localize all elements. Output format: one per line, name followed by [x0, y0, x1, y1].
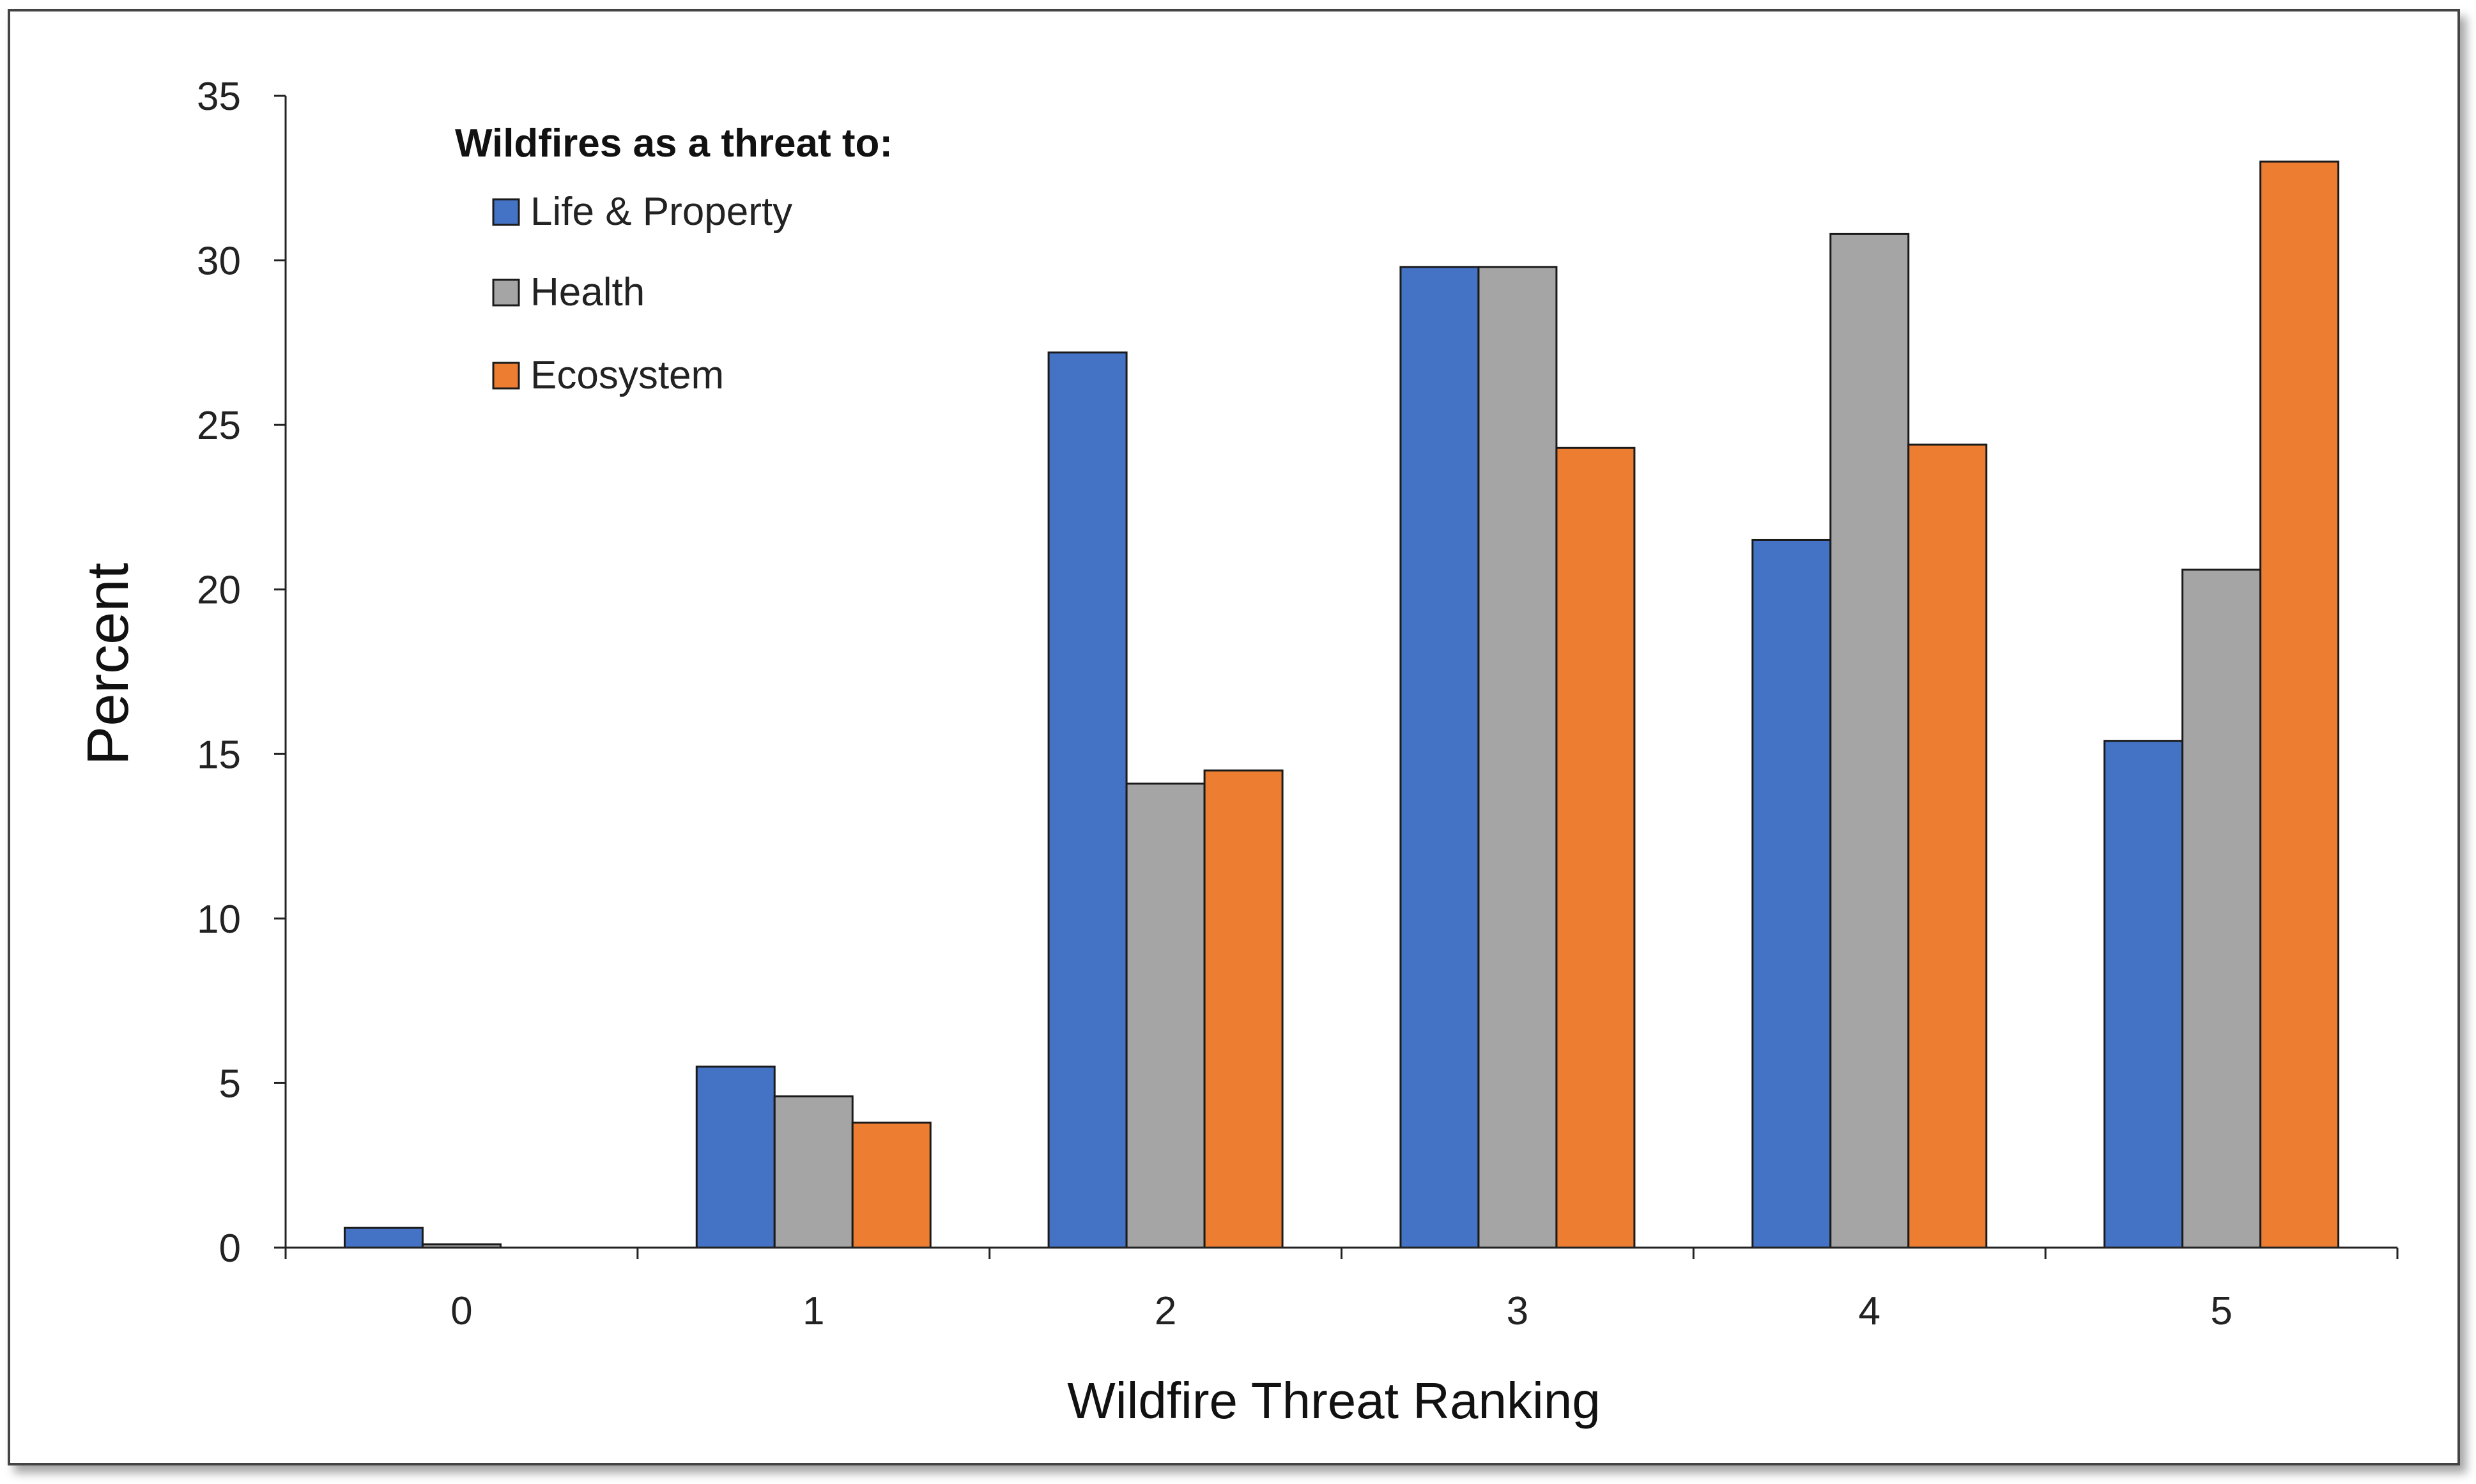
bar-life-property-1 — [695, 1066, 776, 1249]
legend-title: Wildfires as a threat to: — [455, 121, 893, 165]
x-tick-label-5: 5 — [2210, 1289, 2232, 1333]
x-axis-title: Wildfire Threat Ranking — [1067, 1372, 1600, 1429]
legend-swatch-life-property — [492, 198, 520, 226]
legend-label-ecosystem: Ecosystem — [530, 353, 724, 397]
bar-life-property-0 — [343, 1227, 424, 1249]
legend-label-life-property: Life & Property — [530, 190, 792, 234]
y-tick-label-5: 5 — [219, 1062, 241, 1106]
x-tick-label-0: 0 — [450, 1289, 472, 1333]
y-tick-label-35: 35 — [197, 75, 241, 119]
bar-ecosystem-5 — [2259, 160, 2340, 1249]
legend-swatch-health — [492, 279, 520, 307]
y-axis-title: Percent — [75, 563, 141, 765]
y-tick-label-0: 0 — [219, 1227, 241, 1271]
y-tick-label-20: 20 — [197, 569, 241, 613]
bar-health-2 — [1125, 783, 1206, 1249]
bar-ecosystem-1 — [851, 1121, 932, 1249]
legend-swatch-ecosystem — [492, 362, 520, 390]
bar-life-property-2 — [1047, 351, 1128, 1249]
bar-health-4 — [1829, 233, 1910, 1249]
bar-health-1 — [773, 1095, 854, 1249]
bar-life-property-5 — [2103, 740, 2184, 1249]
bar-ecosystem-4 — [1907, 443, 1988, 1249]
y-tick-label-15: 15 — [197, 733, 241, 777]
x-tick-label-3: 3 — [1507, 1289, 1528, 1333]
y-tick-label-30: 30 — [197, 240, 241, 284]
y-tick-label-25: 25 — [197, 404, 241, 448]
bar-health-5 — [2181, 569, 2262, 1249]
x-tick-label-1: 1 — [803, 1289, 824, 1333]
bars-layer — [343, 160, 2340, 1249]
bar-ecosystem-2 — [1203, 769, 1284, 1249]
axes-layer: 0 5 10 15 20 25 30 35 0 1 2 3 4 5 Wildfire Threat Rank… — [75, 75, 2399, 1429]
bar-health-3 — [1477, 266, 1558, 1249]
bar-ecosystem-3 — [1555, 447, 1636, 1249]
bar-life-property-3 — [1399, 266, 1480, 1249]
x-tick-label-4: 4 — [1859, 1289, 1880, 1333]
y-tick-label-10: 10 — [197, 898, 241, 942]
legend-label-health: Health — [530, 270, 645, 314]
legend: Wildfires as a threat to: Life & Property… — [455, 121, 893, 397]
bar-life-property-4 — [1751, 539, 1832, 1249]
x-tick-label-2: 2 — [1155, 1289, 1176, 1333]
